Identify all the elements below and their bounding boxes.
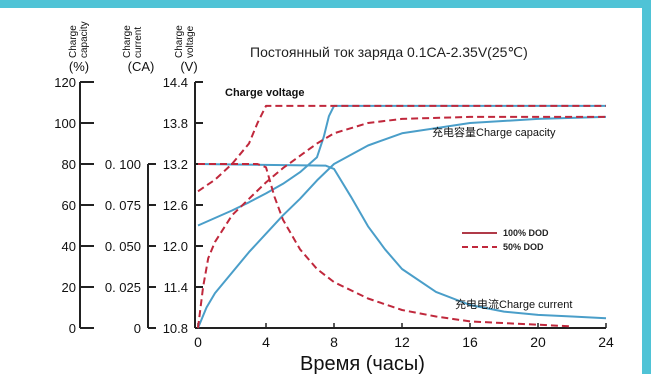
series-capacity-100dod — [197, 115, 607, 329]
current-tick-label: 0. 025 — [105, 280, 141, 295]
current-tick-label: 0. 100 — [105, 157, 141, 172]
series-current-100dod — [197, 163, 607, 320]
capacity-annotation: 充电容量Charge capacity — [432, 125, 556, 139]
voltage-tick-label: 10.8 — [163, 321, 188, 336]
series-voltage-50dod — [197, 104, 606, 193]
top-accent-bar — [0, 0, 651, 8]
voltage-tick-label: 12.0 — [163, 239, 188, 254]
current-axis: Chargecurrent(CA) 0. 100 0. 075 0. 050 0. 02… — [105, 25, 156, 336]
axes-layer: 0 4 8 12 16 20 24Chargecapacity(%)120100806040… — [54, 21, 614, 350]
current-axis-header-line: Charge — [122, 25, 133, 58]
capacity-axis: Chargecapacity(%)120 100 80 60 40 20 0 — [54, 21, 94, 336]
capacity-axis-header-line: capacity — [79, 21, 90, 58]
current-tick-label: 0 — [134, 321, 141, 336]
plot-frame — [194, 82, 606, 329]
series-current-50dod — [198, 163, 573, 328]
capacity-tick-label: 100 — [54, 116, 76, 131]
legend-label: 100% DOD — [503, 228, 549, 238]
x-tick-label: 12 — [394, 334, 410, 350]
current-axis-header-line: current — [133, 27, 144, 58]
x-axis-label: Время (часы) — [300, 353, 425, 374]
current-annotation: 充电电流Charge current — [455, 297, 572, 311]
voltage-axis-header: Chargevoltage — [174, 25, 196, 58]
voltage-tick-label: 13.2 — [163, 157, 188, 172]
voltage-tick-label: 12.6 — [163, 198, 188, 213]
capacity-tick-label: 120 — [54, 75, 76, 90]
x-tick-label: 24 — [598, 334, 614, 350]
x-tick-label: 20 — [530, 334, 546, 350]
series-capacity-50dod — [197, 115, 606, 329]
current-axis-unit: (CA) — [128, 59, 155, 74]
legend-label: 50% DOD — [503, 242, 544, 252]
x-tick-label: 0 — [194, 334, 202, 350]
capacity-tick-label: 20 — [62, 280, 76, 295]
series-layer — [197, 104, 607, 329]
capacity-axis-header-line: Charge — [68, 25, 79, 58]
voltage-tick-label: 13.8 — [163, 116, 188, 131]
voltage-axis-header-line: Charge — [174, 25, 185, 58]
voltage-annotation: Charge voltage — [225, 87, 304, 99]
capacity-axis-unit: (%) — [69, 59, 89, 74]
capacity-tick-label: 40 — [62, 239, 76, 254]
x-tick-label: 16 — [462, 334, 478, 350]
capacity-axis-header: Chargecapacity — [68, 21, 90, 58]
x-tick-label: 8 — [330, 334, 338, 350]
voltage-tick-label: 11.4 — [164, 280, 188, 295]
voltage-tick-label: 14.4 — [163, 75, 188, 90]
x-tick-label: 4 — [262, 334, 270, 350]
voltage-axis-unit: (V) — [180, 59, 197, 74]
capacity-tick-label: 60 — [62, 198, 76, 213]
legend: 100% DOD 50% DOD — [462, 228, 549, 252]
capacity-tick-label: 80 — [62, 157, 76, 172]
voltage-axis-header-line: voltage — [185, 25, 196, 58]
chart-title: Постоянный ток заряда 0.1CA-2.35V(25℃) — [250, 44, 528, 60]
right-accent-bar — [642, 0, 651, 374]
current-axis-header: Chargecurrent — [122, 25, 144, 58]
current-tick-label: 0. 075 — [105, 198, 141, 213]
current-tick-label: 0. 050 — [105, 239, 141, 254]
capacity-tick-label: 0 — [69, 321, 76, 336]
voltage-axis: Chargevoltage(V)14.4 13.8 13.2 12.6 12.0 11.4… — [163, 25, 203, 336]
annotation-layer: Charge voltage 充电容量Charge capacity 充电电流Cha… — [225, 87, 572, 311]
